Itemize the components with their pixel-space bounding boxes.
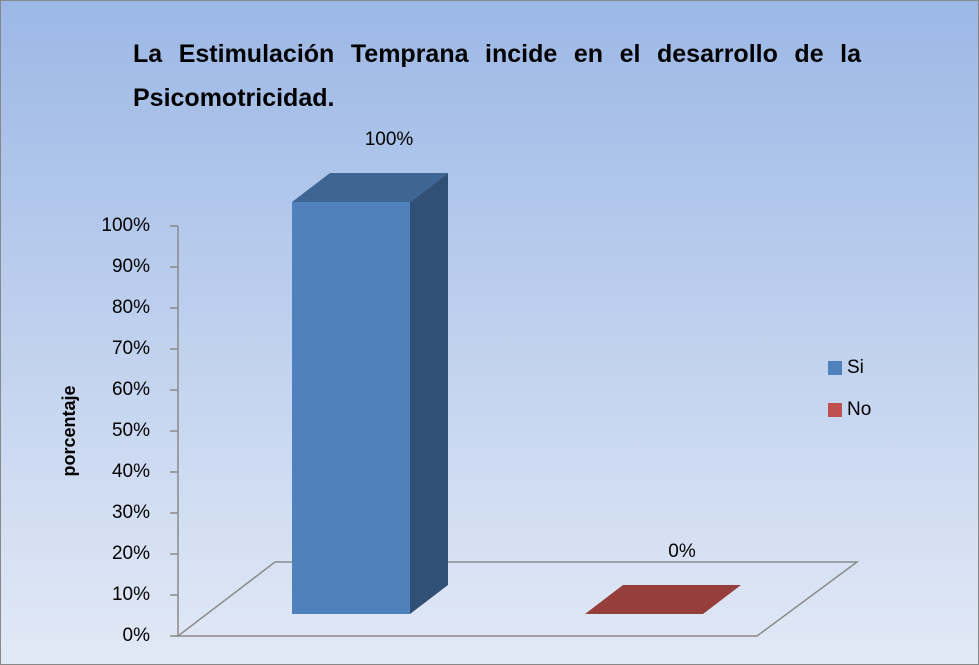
y-tick-label: 70% bbox=[112, 338, 150, 359]
y-tick-label: 90% bbox=[112, 256, 150, 277]
y-tick-label: 100% bbox=[101, 215, 150, 236]
y-tick-label: 80% bbox=[112, 297, 150, 318]
data-label: 0% bbox=[668, 541, 696, 562]
legend-swatch bbox=[828, 361, 842, 375]
y-tick-label: 20% bbox=[112, 543, 150, 564]
y-tick-label: 10% bbox=[112, 584, 150, 605]
bar-top bbox=[585, 585, 741, 614]
data-label: 100% bbox=[365, 129, 414, 150]
bar-side bbox=[410, 173, 448, 614]
y-tick-label: 50% bbox=[112, 420, 150, 441]
y-tick-label: 30% bbox=[112, 502, 150, 523]
chart-title: La Estimulación Temprana incide en el de… bbox=[133, 40, 861, 112]
legend-swatch bbox=[828, 403, 842, 417]
legend-label: No bbox=[847, 399, 871, 420]
bar-top bbox=[292, 173, 448, 202]
y-tick-label: 40% bbox=[112, 461, 150, 482]
y-tick-label: 60% bbox=[112, 379, 150, 400]
legend-label: Si bbox=[847, 357, 864, 378]
y-tick-label: 0% bbox=[123, 625, 151, 646]
bar-front bbox=[292, 202, 410, 614]
floor bbox=[175, 561, 860, 637]
y-axis-label: porcentaje bbox=[59, 385, 79, 476]
